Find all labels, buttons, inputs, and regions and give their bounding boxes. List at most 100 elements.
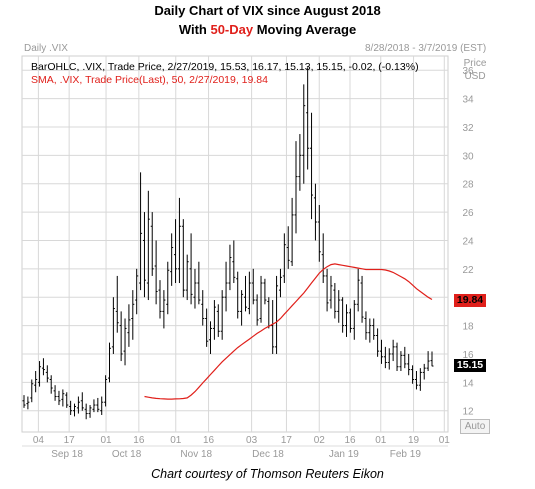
ohlc-bar: [290, 197, 294, 266]
subtitle-prefix: With: [178, 22, 211, 37]
ohlc-bar: [65, 392, 69, 408]
ohlc-bar: [294, 141, 298, 234]
ohlc-bar: [220, 290, 224, 340]
ohlc-bar: [228, 244, 232, 291]
ohlc-legend: BarOHLC, .VIX, Trade Price, 2/27/2019, 1…: [31, 61, 419, 73]
ohlc-bar: [57, 390, 61, 406]
ohlc-bar: [352, 300, 356, 340]
y-tick-label: 24: [462, 236, 474, 247]
ohlc-bar: [403, 346, 407, 369]
x-day-tick-label: 16: [344, 435, 356, 446]
ohlc-bar: [115, 275, 119, 333]
x-month-tick-label: Feb 19: [390, 449, 422, 460]
x-day-tick-label: 03: [246, 435, 258, 446]
x-day-tick-label: 17: [281, 435, 293, 446]
ohlc-bar: [263, 278, 267, 305]
ohlc-bar: [236, 271, 240, 319]
ohlc-bar: [364, 311, 368, 340]
y-tick-label: 28: [462, 180, 474, 191]
ohlc-bar: [372, 318, 376, 340]
ohlc-bar: [201, 290, 205, 326]
ohlc-bar: [100, 396, 104, 415]
ohlc-bar: [193, 268, 197, 309]
y-tick-label: 36: [462, 66, 474, 77]
y-tick-label: 30: [462, 151, 474, 162]
title-line1: Daily Chart of VIX since August 2018: [154, 3, 381, 18]
ohlc-bar: [96, 397, 100, 413]
chart-caption: Chart courtesy of Thomson Reuters Eikon: [151, 467, 384, 481]
ohlc-bar: [426, 351, 430, 371]
sma-legend: SMA, .VIX, Trade Price(Last), 50, 2/27/2…: [31, 74, 268, 86]
ohlc-bar: [411, 365, 415, 384]
x-month-tick-label: Sep 18: [51, 449, 83, 460]
ohlc-bar: [212, 300, 216, 340]
ohlc-bar: [216, 304, 220, 337]
x-day-tick-label: 01: [439, 435, 451, 446]
ohlc-bar: [356, 268, 360, 312]
ohlc-bar: [181, 219, 185, 298]
ohlc-bar: [131, 290, 135, 340]
ohlc-bar: [166, 261, 170, 315]
ohlc-bar: [259, 275, 263, 323]
ohlc-bar: [278, 268, 282, 298]
ohlc-bar: [337, 290, 341, 323]
ohlc-bar: [22, 395, 26, 408]
y-tick-label: 18: [462, 322, 474, 333]
x-day-tick-label: 16: [203, 435, 215, 446]
ohlc-bar: [49, 375, 53, 394]
ohlc-bar: [418, 368, 422, 391]
ohlc-bar: [321, 233, 325, 284]
auto-scale-button[interactable]: Auto: [460, 419, 490, 434]
ohlc-bar: [267, 297, 271, 329]
ohlc-bar: [61, 389, 65, 407]
ohlc-bar: [41, 358, 45, 376]
x-day-tick-label: 17: [64, 435, 76, 446]
chart-subtitle: With 50-Day Moving Average: [0, 22, 535, 37]
y-tick-label: 34: [462, 95, 474, 106]
sma-value-tag: 19.84: [454, 294, 486, 307]
ohlc-bar: [80, 392, 84, 411]
y-tick-label: 26: [462, 208, 474, 219]
ohlc-bar: [275, 275, 279, 354]
ohlc-bar: [30, 379, 34, 403]
ohlc-bar: [302, 84, 306, 184]
ohlc-bar: [209, 321, 213, 354]
ohlc-bar: [150, 212, 154, 276]
x-month-tick-label: Oct 18: [112, 449, 142, 460]
ohlc-bar: [286, 226, 290, 269]
x-month-tick-label: Jan 19: [329, 449, 359, 460]
chart-title: Daily Chart of VIX since August 2018: [0, 3, 535, 18]
y-tick-label: 14: [462, 378, 474, 389]
last-price-tag: 15.15: [454, 359, 486, 372]
ohlc-bar: [310, 112, 314, 220]
ohlc-bar: [391, 339, 395, 362]
ohlc-bar: [158, 280, 162, 319]
ohlc-bar: [399, 351, 403, 371]
x-day-tick-label: 01: [100, 435, 112, 446]
ohlc-bar: [317, 204, 321, 262]
ohlc-bar: [360, 275, 364, 323]
ohlc-bar: [146, 190, 150, 301]
ohlc-bar: [174, 219, 178, 284]
ohlc-bar: [170, 233, 174, 286]
x-day-tick-label: 16: [133, 435, 145, 446]
x-month-tick-label: Nov 18: [180, 449, 212, 460]
ohlc-bar: [368, 318, 372, 343]
ohlc-bar: [247, 271, 251, 315]
ohlc-bar: [127, 304, 131, 347]
subtitle-suffix: Moving Average: [253, 22, 357, 37]
ohlc-bar: [240, 290, 244, 326]
x-day-tick-label: 01: [375, 435, 387, 446]
ohlc-bar: [348, 308, 352, 333]
ohlc-bar: [232, 240, 236, 284]
ohlc-bar: [92, 399, 96, 413]
ohlc-bar: [104, 375, 108, 407]
price-unit-label: Price: [463, 58, 487, 69]
ohlc-bar: [414, 370, 418, 390]
ohlc-bar: [383, 346, 387, 369]
y-tick-label: 22: [462, 265, 474, 276]
ohlc-bar: [45, 365, 49, 383]
ohlc-bar: [205, 308, 209, 347]
ohlc-bar: [185, 254, 189, 301]
